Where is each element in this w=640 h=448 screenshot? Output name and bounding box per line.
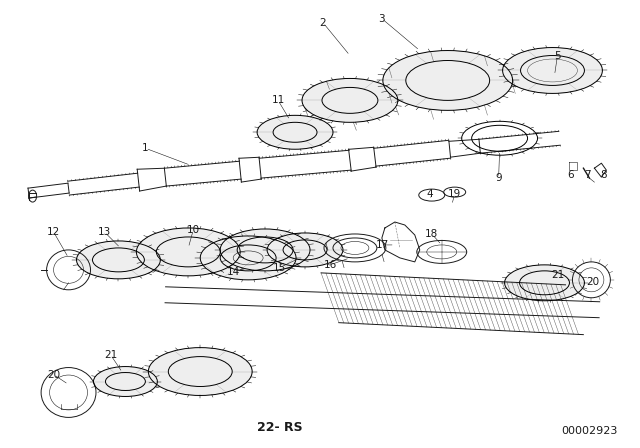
Text: 1: 1 (142, 143, 148, 153)
Text: 22- RS: 22- RS (257, 421, 303, 434)
Text: 8: 8 (600, 170, 607, 180)
Text: 11: 11 (271, 95, 285, 105)
Text: 4: 4 (426, 189, 433, 199)
Text: 13: 13 (98, 227, 111, 237)
Text: 12: 12 (47, 227, 60, 237)
Text: 2: 2 (320, 17, 326, 28)
Text: 9: 9 (495, 173, 502, 183)
Text: 20: 20 (586, 277, 599, 287)
Polygon shape (257, 115, 333, 149)
Text: 21: 21 (104, 349, 117, 360)
Polygon shape (302, 78, 398, 122)
Text: 21: 21 (551, 270, 564, 280)
Polygon shape (383, 51, 513, 110)
Text: 14: 14 (227, 267, 240, 277)
Polygon shape (93, 366, 157, 396)
Text: 20: 20 (47, 370, 60, 379)
Polygon shape (148, 348, 252, 396)
Polygon shape (77, 241, 161, 279)
Text: 7: 7 (584, 170, 591, 180)
Text: 00002923: 00002923 (561, 426, 618, 436)
Text: 17: 17 (376, 240, 390, 250)
Text: 19: 19 (448, 189, 461, 199)
Text: 10: 10 (187, 225, 200, 235)
Text: 18: 18 (425, 229, 438, 239)
Text: 6: 6 (567, 170, 574, 180)
Polygon shape (502, 47, 602, 93)
Text: 15: 15 (273, 263, 285, 273)
Polygon shape (504, 265, 584, 301)
Polygon shape (200, 236, 296, 280)
Text: 5: 5 (554, 51, 561, 60)
Polygon shape (136, 228, 240, 276)
Polygon shape (220, 229, 310, 271)
Polygon shape (267, 233, 343, 267)
Text: 16: 16 (323, 260, 337, 270)
Text: 3: 3 (378, 13, 385, 24)
